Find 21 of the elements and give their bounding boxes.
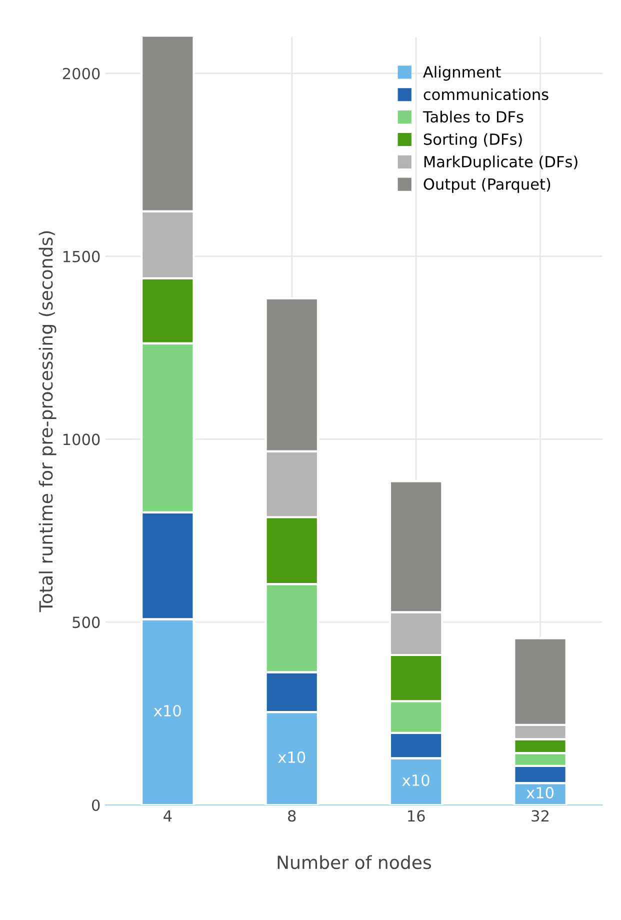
y-tick-label: 2000 [62,68,100,80]
x-tick-label: 16 [408,810,425,822]
y-tick-label: 0 [92,799,100,812]
y-tick-label: 500 [72,616,100,628]
y-tick-label: 1000 [64,434,100,446]
x-tick-label: 8 [288,810,296,822]
annotation: x10 [154,704,181,717]
legend-label: Alignment [423,66,501,81]
annotation: x10 [526,786,554,798]
x-axis-title: Number of nodes [278,855,432,870]
legend-label: Sorting (DFs) [424,133,522,148]
y-tick-label: 1500 [64,250,100,262]
annotation: x10 [402,774,430,786]
x-tick-label: 4 [164,810,172,822]
annotation: x10 [278,751,306,763]
legend-label: MarkDuplicate (DFs) [424,156,578,170]
legend-label: Output (Parquet) [424,178,550,193]
legend-label: Tables to DFs [422,110,524,123]
legend-label: communications [424,88,548,100]
x-tick-label: 32 [532,810,548,822]
y-axis-title: Total runtime for pre-processing (seconds) [38,231,56,612]
